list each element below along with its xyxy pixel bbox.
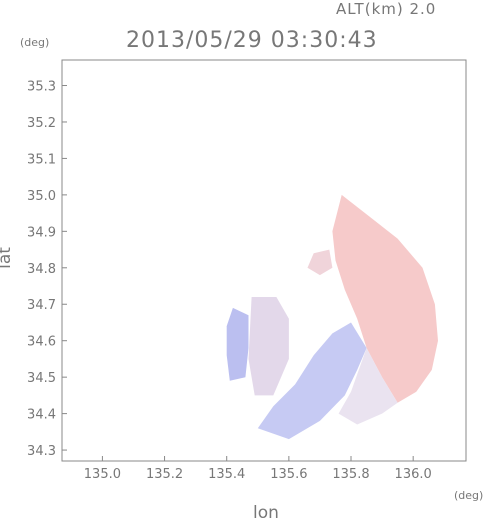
region-north-positive xyxy=(307,249,333,276)
velocity-field xyxy=(226,194,438,440)
y-tick-label: 35.0 xyxy=(27,189,56,204)
y-tick-label: 35.3 xyxy=(27,80,56,95)
y-tick-label: 34.5 xyxy=(27,371,56,386)
y-tick-label: 34.9 xyxy=(27,225,56,240)
y-tick-label: 34.6 xyxy=(27,335,56,350)
region-center-mix xyxy=(248,297,289,396)
x-tick-label: 135.2 xyxy=(146,467,183,482)
x-tick-label: 136.0 xyxy=(395,467,432,482)
y-tick-label: 34.3 xyxy=(27,444,56,459)
y-tick-label: 35.2 xyxy=(27,116,56,131)
x-tick-label: 135.8 xyxy=(332,467,369,482)
region-east-positive xyxy=(332,194,438,403)
region-west-negative xyxy=(226,307,249,381)
x-tick-label: 135.6 xyxy=(270,467,307,482)
x-tick-label: 135.0 xyxy=(84,467,121,482)
x-axis-unit: (deg) xyxy=(454,489,484,502)
x-axis-label: lon xyxy=(253,503,279,523)
altitude-label: ALT(km) 2.0 xyxy=(336,0,437,18)
y-axis-ticks: 34.3 34.4 34.5 34.6 34.7 34.8 34.9 35.0 35.1 35.2… xyxy=(27,80,67,459)
region-southeast-mix xyxy=(338,348,398,425)
x-axis-ticks: 135.0 135.2 135.4 135.6 135.8 136.0 xyxy=(84,456,432,482)
y-axis-unit: (deg) xyxy=(20,36,50,49)
chart-title-timestamp: 2013/05/29 03:30:43 xyxy=(126,28,378,53)
region-south-negative xyxy=(257,322,367,440)
plot-frame xyxy=(61,59,467,462)
x-tick-label: 135.4 xyxy=(208,467,245,482)
y-tick-label: 34.7 xyxy=(27,298,56,313)
y-tick-label: 34.8 xyxy=(27,262,56,277)
y-tick-label: 34.4 xyxy=(27,408,56,423)
y-tick-label: 35.1 xyxy=(27,152,56,167)
